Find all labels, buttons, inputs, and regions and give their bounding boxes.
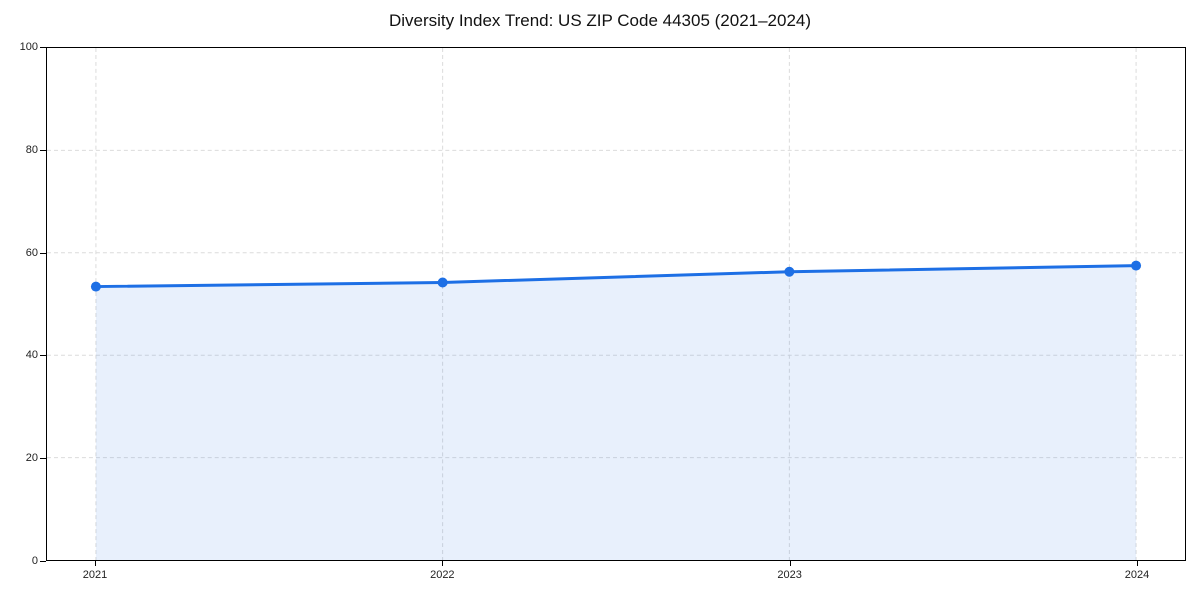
area-fill [95,265,1137,560]
y-tick-mark [40,149,46,151]
x-tick-mark [95,561,96,566]
y-tick-mark [40,252,46,254]
data-point [437,277,448,288]
x-tick-label: 2021 [82,569,108,581]
y-tick-label: 100 [19,41,38,53]
y-tick-label: 40 [25,349,38,362]
y-tick-label: 80 [25,143,38,156]
y-tick-label: 60 [25,246,38,259]
y-tick-mark [40,561,46,562]
y-tick-mark [40,355,46,357]
data-point [1131,260,1142,271]
x-tick-mark [1137,561,1138,566]
x-tick-mark [442,561,444,566]
chart-title: Diversity Index Trend: US ZIP Code 44305… [388,11,812,30]
trend-line [94,264,1138,289]
line-chart-svg [47,48,1185,560]
data-point [784,266,795,277]
data-point [90,281,101,292]
plot-area [46,47,1186,561]
x-tick-label: 2022 [430,569,455,581]
x-tick-label: 2024 [1124,569,1150,581]
y-tick-label: 20 [25,452,38,465]
x-tick-label: 2023 [777,569,802,581]
y-tick-mark [40,47,46,48]
y-tick-label: 0 [31,555,38,567]
x-tick-mark [789,561,791,566]
y-tick-mark [40,458,46,460]
